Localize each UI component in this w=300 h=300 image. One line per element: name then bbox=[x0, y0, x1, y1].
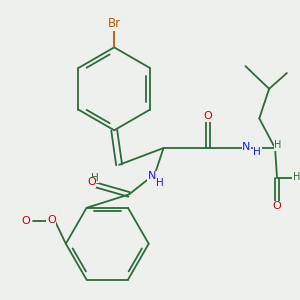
Text: H: H bbox=[156, 178, 164, 188]
Text: H: H bbox=[254, 148, 261, 158]
Text: O: O bbox=[22, 216, 30, 226]
Text: O: O bbox=[204, 111, 212, 121]
Text: H: H bbox=[274, 140, 282, 150]
Text: O: O bbox=[87, 177, 96, 187]
Text: H: H bbox=[91, 172, 98, 183]
Text: Br: Br bbox=[108, 17, 121, 30]
Text: N: N bbox=[242, 142, 250, 152]
Text: H: H bbox=[292, 172, 300, 182]
Text: N: N bbox=[148, 171, 156, 181]
Text: O: O bbox=[47, 214, 56, 225]
Text: O: O bbox=[273, 201, 281, 211]
